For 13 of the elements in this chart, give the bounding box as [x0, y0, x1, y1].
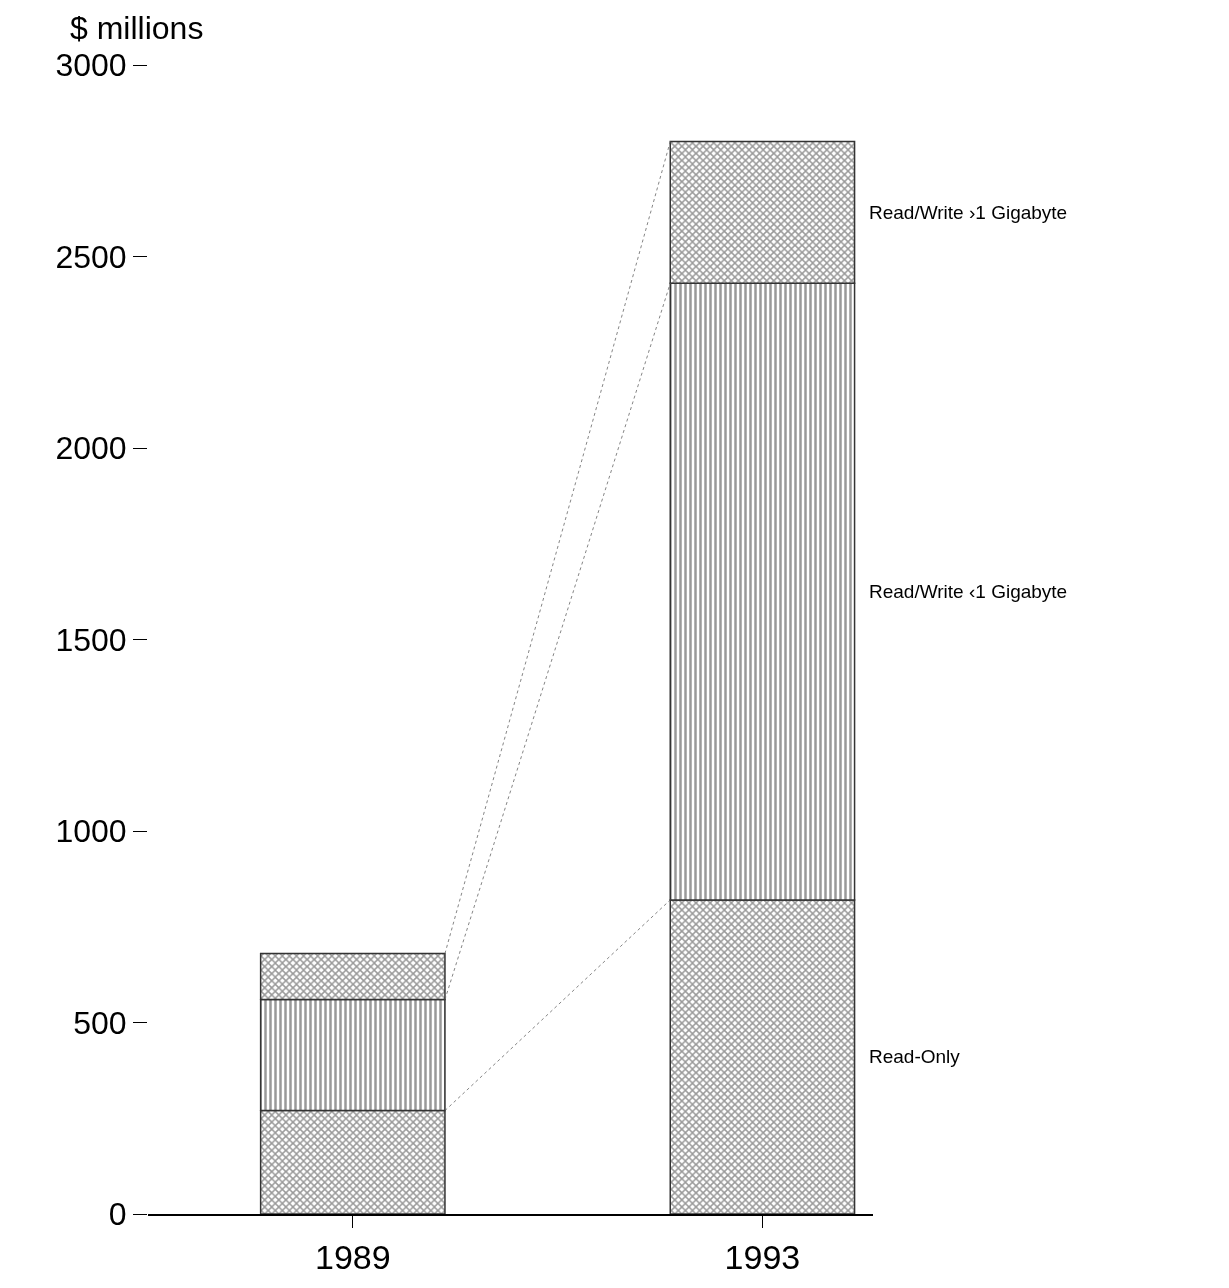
- y-axis-title: $ millions: [70, 10, 204, 46]
- y-tick-label: 500: [73, 1004, 127, 1041]
- y-tick-label: 2500: [55, 238, 127, 275]
- y-tick-label: 3000: [55, 47, 127, 84]
- series-label: Read/Write ›1 Gigabyte: [869, 202, 1068, 223]
- x-tick-label: 1993: [724, 1237, 801, 1276]
- series-label: Read/Write ‹1 Gigabyte: [869, 581, 1068, 602]
- y-tick-label: 0: [108, 1196, 127, 1233]
- x-tick-label: 1989: [314, 1237, 391, 1276]
- y-tick-label: 1000: [55, 813, 127, 850]
- y-tick-label: 1500: [55, 621, 127, 658]
- y-tick-label: 2000: [55, 430, 127, 467]
- series-label: Read-Only: [869, 1046, 961, 1067]
